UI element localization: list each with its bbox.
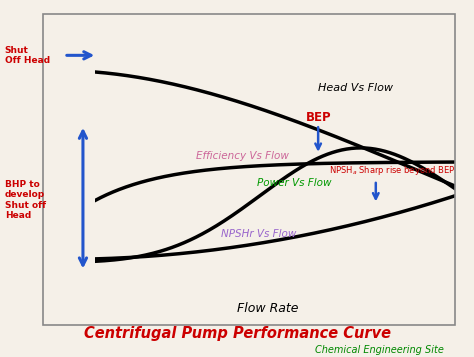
Text: Chemical Engineering Site: Chemical Engineering Site xyxy=(315,345,444,355)
Text: Head Vs Flow: Head Vs Flow xyxy=(318,84,393,94)
Text: Efficiency Vs Flow: Efficiency Vs Flow xyxy=(196,151,289,161)
Text: Power Vs Flow: Power Vs Flow xyxy=(257,178,331,188)
Text: Flow Rate: Flow Rate xyxy=(237,302,299,315)
Text: Shut
Off Head: Shut Off Head xyxy=(5,46,50,65)
Text: BEP: BEP xyxy=(306,111,331,124)
Text: NPSHr Vs Flow: NPSHr Vs Flow xyxy=(221,229,296,239)
Text: BHP to
develop
Shut off
Head: BHP to develop Shut off Head xyxy=(5,180,46,220)
Text: NPSH$_a$ Sharp rise beyond BEP: NPSH$_a$ Sharp rise beyond BEP xyxy=(329,164,456,177)
Text: Centrifugal Pump Performance Curve: Centrifugal Pump Performance Curve xyxy=(83,326,391,341)
